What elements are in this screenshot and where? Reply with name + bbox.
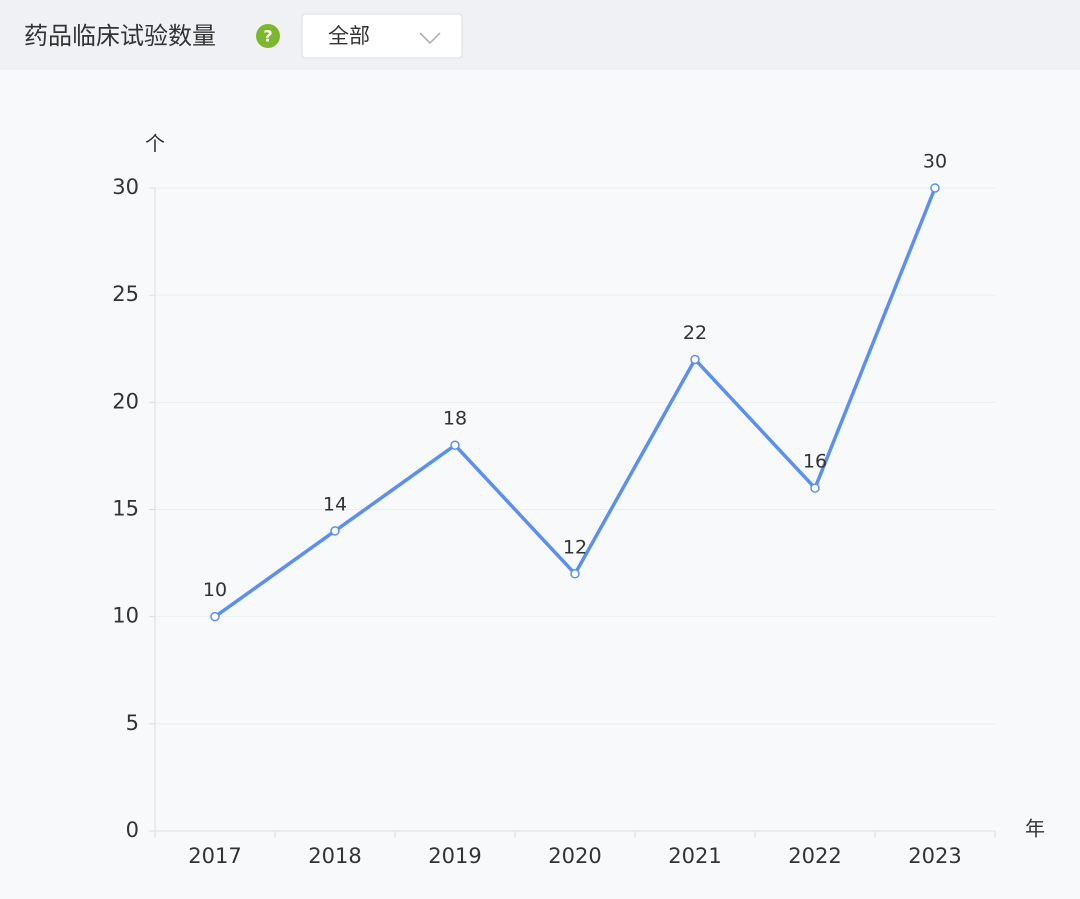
data-point (450, 440, 460, 450)
y-tick-label: 0 (126, 818, 139, 842)
data-point (690, 354, 700, 365)
y-unit: 个 (145, 132, 165, 156)
x-tick-label: 2021 (668, 844, 721, 868)
y-tick-label: 15 (112, 497, 139, 521)
help-icon[interactable] (256, 24, 280, 48)
data-point (570, 569, 580, 579)
data-label: 14 (323, 493, 347, 515)
data-point (930, 183, 940, 193)
y-tick-label: 30 (112, 175, 139, 199)
x-tick-label: 2020 (548, 844, 601, 868)
y-tick-label: 5 (126, 711, 139, 735)
x-tick-label: 2018 (308, 844, 361, 868)
data-point (330, 526, 340, 536)
y-tick-label: 20 (112, 389, 139, 413)
header-bar (0, 0, 1080, 70)
header-title: 药品临床试验数量 (24, 22, 216, 50)
x-tick-label: 2022 (788, 844, 841, 868)
help-icon-glyph: ? (263, 27, 272, 46)
data-label: 10 (203, 579, 227, 601)
x-tick-label: 2017 (188, 844, 241, 868)
data-label: 30 (923, 151, 947, 173)
filter-value: 全部 (328, 24, 370, 48)
y-tick-label: 25 (112, 282, 139, 306)
x-tick-label: 2023 (908, 844, 961, 868)
y-tick-label: 10 (112, 604, 139, 628)
filter-dropdown[interactable] (301, 13, 463, 59)
data-label: 22 (683, 322, 707, 344)
x-unit: 年 (1025, 817, 1045, 841)
data-point (210, 611, 220, 622)
data-point (810, 483, 820, 493)
x-tick-label: 2019 (428, 844, 481, 868)
dropdown-chevron (419, 32, 441, 45)
data-label: 16 (803, 451, 827, 473)
data-label: 12 (563, 536, 587, 558)
data-label: 18 (443, 408, 467, 430)
